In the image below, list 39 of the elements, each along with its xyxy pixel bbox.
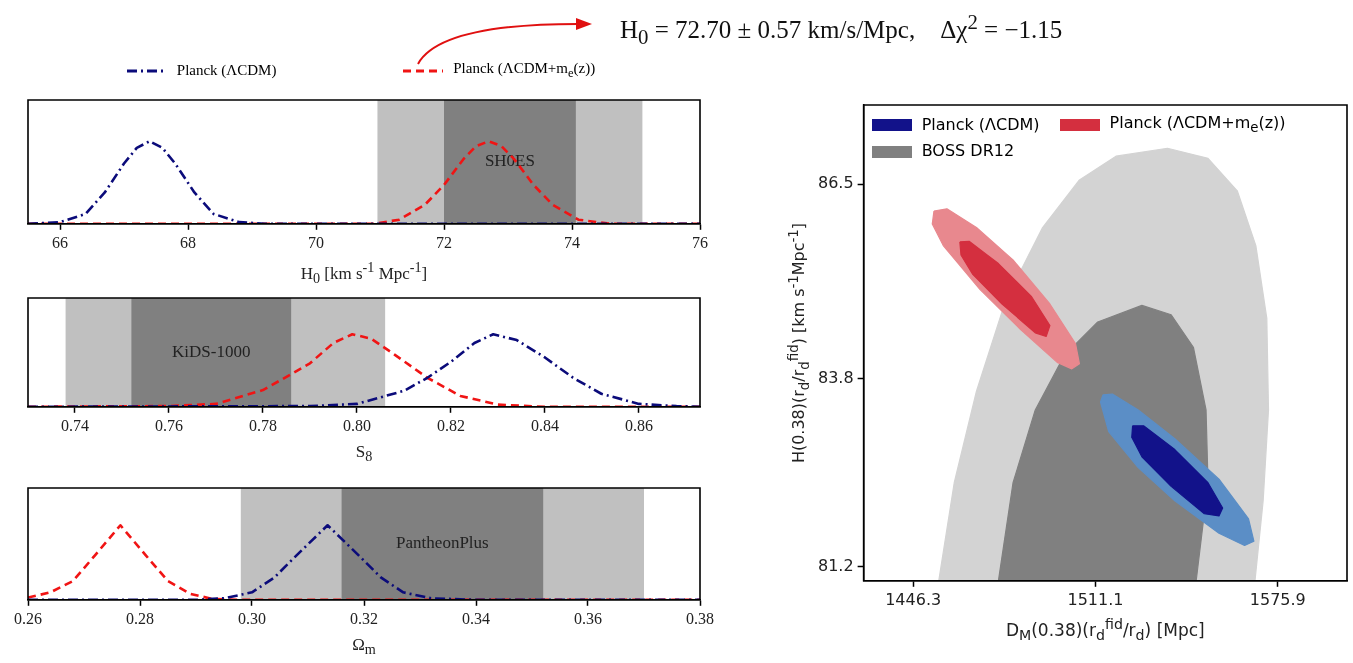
x-tick-label: 72 (436, 233, 452, 251)
x-axis-title: S$_{8}$ (355, 442, 373, 466)
legend-label: Planck (ΛCDM+m$_{e}$(z)) (1109, 113, 1286, 136)
x-tick-label: 74 (564, 233, 580, 251)
legend-label: Planck (ΛCDM) (921, 114, 1040, 134)
x-tick-label: 0.26 (14, 609, 42, 627)
x-tick-label: 0.76 (154, 416, 183, 434)
legend-label: BOSS DR12 (921, 141, 1015, 161)
x-tick-label: 0.78 (248, 416, 277, 434)
x-tick-label: 0.86 (624, 416, 653, 434)
x-tick-label: 0.84 (530, 416, 559, 434)
x-tick-label: 68 (180, 233, 196, 251)
x-tick-label: 1511.1 (1067, 589, 1124, 609)
text: H$_{0}$ = 72.70 ± 0.57 km/s/Mpc, Δχ$^{2}$ = −1.15 (620, 10, 1063, 51)
x-tick-label: 0.30 (238, 609, 266, 627)
x-tick-label: 0.32 (350, 609, 378, 627)
band-label: PantheonPlus (396, 533, 489, 553)
x-axis-title: D$_{M}$(0.38)(r$_{d}$$^{fid}$/r$_{d}$) [Mpc] (1005, 616, 1205, 644)
x-tick-label: 70 (308, 233, 324, 251)
x-axis-title: Ω$_{m}$ (352, 635, 376, 659)
legend-label: Planck (ΛCDM+m$_{e}$(z)) (453, 60, 596, 81)
x-tick-label: 0.28 (126, 609, 154, 627)
legend-label: Planck (ΛCDM) (176, 62, 277, 79)
x-tick-label: 0.38 (686, 609, 714, 627)
y-tick-label: 86.5 (818, 173, 854, 193)
x-tick-label: 0.34 (462, 609, 490, 627)
x-tick-label: 1575.9 (1249, 589, 1306, 609)
y-tick-label: 81.2 (818, 555, 854, 575)
x-tick-label: 1446.3 (885, 589, 942, 609)
band-label: KiDS-1000 (172, 341, 251, 361)
x-tick-label: 0.82 (436, 416, 465, 434)
band-label: SH0ES (484, 151, 535, 171)
x-tick-label: 0.74 (60, 416, 89, 434)
x-tick-label: 0.36 (574, 609, 602, 627)
y-tick-label: 83.8 (818, 368, 854, 388)
x-axis-title: H$_{0}$ [km s$^{-1}$ Mpc$^{-1}$] (300, 259, 428, 288)
x-tick-label: 0.80 (342, 416, 371, 434)
x-tick-label: 66 (52, 233, 68, 251)
x-tick-label: 76 (692, 233, 708, 251)
